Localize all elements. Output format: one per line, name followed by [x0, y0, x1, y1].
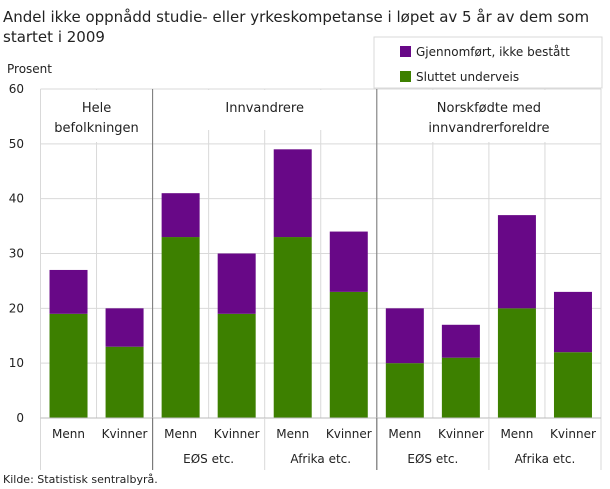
bar-segment: [441, 357, 480, 418]
x-tick-label: Menn: [52, 427, 85, 441]
x-tick-label: Kvinner: [438, 427, 484, 441]
subgroup-label: Afrika etc.: [290, 452, 351, 466]
bar-segment: [105, 308, 144, 347]
subgroup-label: EØS etc.: [407, 452, 458, 466]
bar-segment: [385, 308, 424, 364]
bar-segment: [161, 237, 200, 418]
bar-segment: [273, 237, 312, 418]
x-tick-label: Kvinner: [550, 427, 596, 441]
y-tick-label: 40: [9, 192, 24, 206]
y-tick-label: 0: [16, 411, 24, 425]
y-tick-label: 20: [9, 301, 24, 315]
bar-segment: [217, 313, 256, 418]
bar-segment: [273, 149, 312, 238]
bar-segment: [553, 291, 592, 353]
x-tick-label: Kvinner: [102, 427, 148, 441]
bar-segment: [105, 346, 144, 418]
y-tick-label: 30: [9, 247, 24, 261]
legend-label: Sluttet underveis: [416, 70, 519, 84]
legend-swatch: [400, 46, 411, 57]
bar-segment: [497, 308, 536, 418]
bar-segment: [49, 269, 88, 314]
bar-segment: [441, 324, 480, 358]
x-tick-label: Menn: [164, 427, 197, 441]
group-header-bg: [41, 90, 152, 142]
bar-segment: [161, 193, 200, 238]
bar-segment: [385, 363, 424, 418]
x-tick-label: Menn: [500, 427, 533, 441]
x-tick-label: Menn: [276, 427, 309, 441]
bar-segment: [329, 291, 368, 418]
legend-swatch: [400, 71, 411, 82]
x-tick-label: Menn: [388, 427, 421, 441]
group-label: Hele: [82, 101, 111, 116]
chart-title: Andel ikke oppnådd studie- eller yrkesko…: [3, 8, 590, 46]
bar-segment: [49, 313, 88, 418]
source-note: Kilde: Statistisk sentralbyrå.: [3, 473, 158, 486]
y-tick-label: 60: [9, 82, 24, 96]
group-label: innvandrerforeldre: [428, 121, 549, 136]
y-axis-label: Prosent: [7, 62, 52, 76]
bar-segment: [497, 215, 536, 309]
group-label: Innvandrere: [225, 101, 304, 116]
y-tick-label: 50: [9, 137, 24, 151]
subgroup-label: Afrika etc.: [515, 452, 576, 466]
bar-segment: [553, 352, 592, 418]
legend-box: [373, 36, 603, 89]
group-header-bg: [153, 90, 376, 130]
group-label: Norskfødte med: [437, 101, 541, 116]
x-tick-label: Kvinner: [214, 427, 260, 441]
bar-segment: [329, 231, 368, 292]
legend-label: Gjennomført, ikke bestått: [416, 45, 570, 59]
y-tick-label: 10: [9, 356, 24, 370]
group-header-bg: [377, 90, 600, 142]
subgroup-label: EØS etc.: [183, 452, 234, 466]
x-tick-label: Kvinner: [326, 427, 372, 441]
bar-segment: [217, 253, 256, 314]
group-label: befolkningen: [54, 121, 139, 136]
